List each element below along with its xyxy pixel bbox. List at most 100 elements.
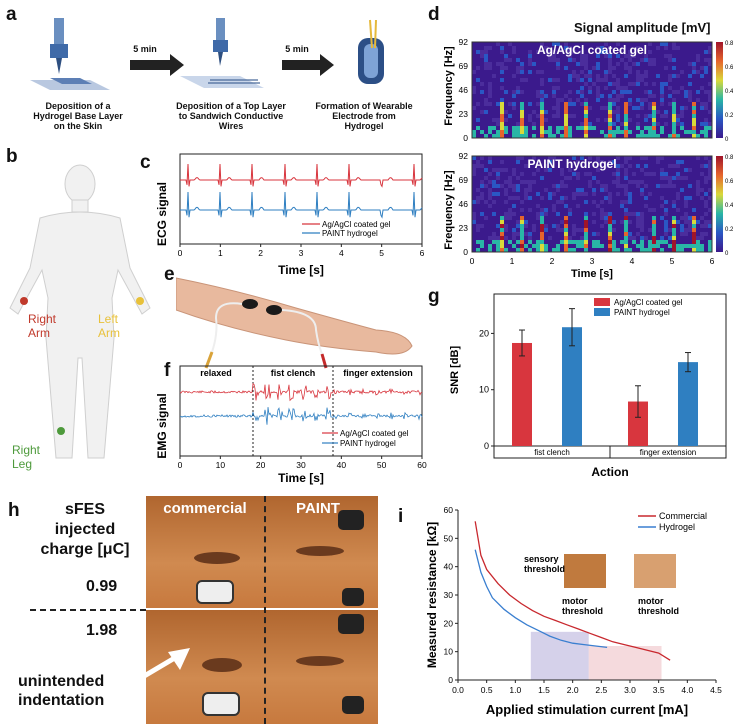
emg-xtick: 20 [256, 460, 266, 470]
charge-row-2: 1.98 [86, 622, 118, 639]
emg-legend-paint: PAINT hydrogel [340, 439, 396, 448]
g-ylabel: SNR [dB] [449, 346, 461, 395]
step1-illustration [30, 18, 110, 90]
spec-xtick: 4 [630, 256, 635, 266]
panel-label-d: d [428, 4, 440, 25]
ecg-xtick: 2 [258, 248, 263, 258]
i-xtick: 2.5 [595, 685, 607, 695]
spec-ytick: 23 [459, 109, 469, 119]
cbar-tick: 0.2 [725, 227, 733, 233]
g-ytick: 0 [484, 441, 489, 451]
spec-ytick: 0 [463, 247, 468, 257]
fabrication-illustration [30, 18, 384, 90]
i-legend-label: Hydrogel [659, 522, 695, 532]
cbar-tick: 0.6 [725, 179, 733, 185]
emg-xtick: 0 [178, 460, 183, 470]
sensory-threshold-label: sensory threshold [524, 554, 565, 574]
spec-xtick: 3 [590, 256, 595, 266]
g-category: finger extension [640, 448, 696, 457]
i-xtick: 4.0 [681, 685, 693, 695]
forearm-photo [176, 277, 413, 369]
column-divider [264, 496, 266, 724]
spec-xtick: 6 [710, 256, 715, 266]
emg-trace-paint [179, 407, 423, 425]
panel-label-e: e [164, 264, 175, 285]
i-ytick: 40 [444, 562, 454, 572]
ecg-xtick: 3 [299, 248, 304, 258]
i-xtick: 1.0 [509, 685, 521, 695]
cbar-tick: 0.6 [725, 65, 733, 71]
i-ytick: 30 [444, 590, 454, 600]
panel-label-c: c [140, 152, 151, 173]
ecg-trace-agagcl [180, 163, 423, 188]
emg-xtick: 40 [337, 460, 347, 470]
g-bar [562, 327, 582, 446]
ecg-legend-paint: PAINT hydrogel [322, 229, 378, 238]
panel-label-f: f [164, 360, 171, 381]
emg-ylabel: EMG signal [155, 393, 169, 458]
indentation-annotation: unintended indentation [18, 673, 105, 709]
i-xtick: 3.0 [624, 685, 636, 695]
i-xtick: 0.0 [452, 685, 464, 695]
g-bar [628, 401, 648, 446]
ecg-trace-paint [180, 191, 423, 219]
panel-label-g: g [428, 286, 440, 307]
arrow-2-label: 5 min [285, 44, 309, 54]
motor-threshold-label-1: motor threshold [562, 596, 603, 616]
emg-xtick: 60 [417, 460, 427, 470]
resistance-chart: 0.0 0.5 1.0 1.5 2.0 2.5 3.0 3.5 4.0 4.5 0 10 20 30 40 5… [425, 505, 722, 717]
inset-sensory-photo [564, 554, 606, 588]
cbar-tick: 0.4 [725, 89, 733, 95]
step3-caption: Formation of Wearable Electrode from Hyd… [315, 101, 413, 131]
spectrogram-title: Signal amplitude [mV] [574, 20, 711, 35]
spec-ytick: 69 [459, 61, 469, 71]
ecg-xtick: 1 [218, 248, 223, 258]
electrode-1 [242, 299, 258, 309]
spec-xtick: 2 [550, 256, 555, 266]
ecg-xtick: 6 [420, 248, 425, 258]
panel-label-i: i [398, 506, 404, 527]
g-legend-swatch [594, 308, 610, 316]
emg-trace-agagcl [179, 382, 423, 402]
i-ytick: 0 [448, 675, 453, 685]
i-xtick: 4.5 [710, 685, 722, 695]
cbar-tick: 0.2 [725, 113, 733, 119]
g-xlabel: Action [591, 465, 628, 479]
left-arm-label: Left Arm [98, 312, 120, 340]
emg-plot: EMG signal relaxed fist clench finger ex… [155, 365, 427, 485]
ecg-legend-agagcl: Ag/AgCl coated gel [322, 220, 391, 229]
spectrogram-plot: Frequency [Hz] Frequency [Hz] 9269462309… [443, 37, 733, 280]
emg-xtick: 30 [296, 460, 306, 470]
segment-finger-extension: finger extension [343, 368, 413, 378]
arrow-2 [282, 54, 334, 76]
i-xtick: 0.5 [481, 685, 493, 695]
segment-relaxed: relaxed [200, 368, 232, 378]
charge-row-1: 0.99 [86, 578, 118, 595]
spec-ytick: 0 [463, 133, 468, 143]
i-xtick: 2.0 [567, 685, 579, 695]
i-xlabel: Applied stimulation current [mA] [486, 702, 688, 717]
panel-label-b: b [6, 146, 18, 167]
spec-bottom-ylabel: Frequency [Hz] [443, 170, 455, 250]
spectrogram-bottom [472, 156, 713, 253]
g-bar [512, 342, 532, 446]
arrow-1 [130, 54, 184, 76]
segment-fist-clench: fist clench [271, 368, 316, 378]
i-ytick: 20 [444, 618, 454, 628]
right-leg-label: Right Leg [12, 443, 41, 471]
i-xtick: 3.5 [653, 685, 665, 695]
ecg-plot: ECG signal Ag/AgCl coated gel PAINT hydr… [155, 153, 425, 277]
spec-ytick: 46 [459, 85, 469, 95]
i-xtick: 1.5 [538, 685, 550, 695]
step1-caption: Deposition of a Hydrogel Base Layer on t… [33, 101, 123, 131]
g-legend-label: Ag/AgCl coated gel [614, 298, 683, 307]
ecg-xtick: 5 [379, 248, 384, 258]
spec-ytick: 92 [459, 37, 469, 47]
spec-ytick: 92 [459, 151, 469, 161]
emg-xtick: 50 [377, 460, 387, 470]
colorbar-bottom [716, 156, 723, 252]
spec-bottom-label: PAINT hydrogel [527, 157, 616, 171]
left-arm-dot [136, 297, 144, 305]
electrode-2 [266, 305, 282, 315]
sfes-header: sFES injected charge [μC] [40, 501, 130, 558]
